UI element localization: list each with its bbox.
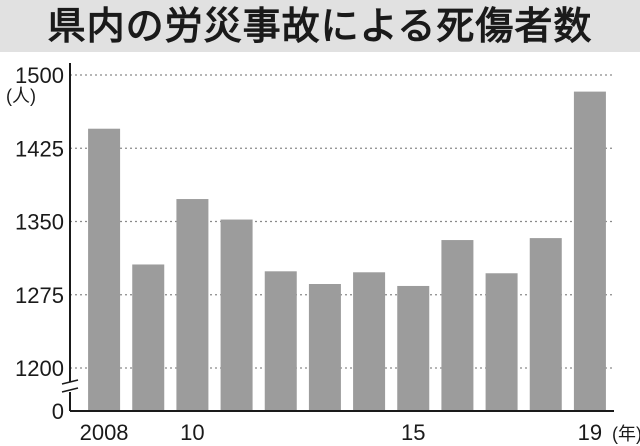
bar [529,238,562,411]
y-tick-label: 1350 [15,210,64,235]
bar [485,273,518,411]
bar [220,219,253,411]
bar [176,199,209,411]
x-axis-unit: (年) [612,424,640,444]
y-tick-label: 1200 [15,356,64,381]
y-tick-label: 1425 [15,136,64,161]
y-tick-label: 1500 [15,63,64,88]
axes [61,63,614,412]
bar [441,240,474,411]
y-tick-label: 1275 [15,283,64,308]
x-tick-label: 19 [578,420,602,445]
chart-title: 県内の労災事故による死傷者数 [47,4,593,48]
bar [88,128,121,411]
bar [353,272,386,411]
bar [397,285,430,411]
axis-break-gap [62,382,78,392]
axis-break-mark [61,387,79,393]
y-tick-label-zero: 0 [52,399,64,424]
bar [264,271,297,411]
title-band [0,0,640,52]
bar [132,264,165,411]
axis-break-mark [61,379,79,385]
bar [573,91,606,411]
y-axis-unit: (人) [6,86,36,106]
axis-labels: 1200 1275 1350 1425 1500 0 (人) 2008 10 15 19 (年) [6,63,640,445]
x-tick-label: 10 [180,420,204,445]
bar [308,284,341,411]
bars [88,91,606,411]
x-tick-label: 15 [401,420,425,445]
x-tick-label: 2008 [80,420,129,445]
